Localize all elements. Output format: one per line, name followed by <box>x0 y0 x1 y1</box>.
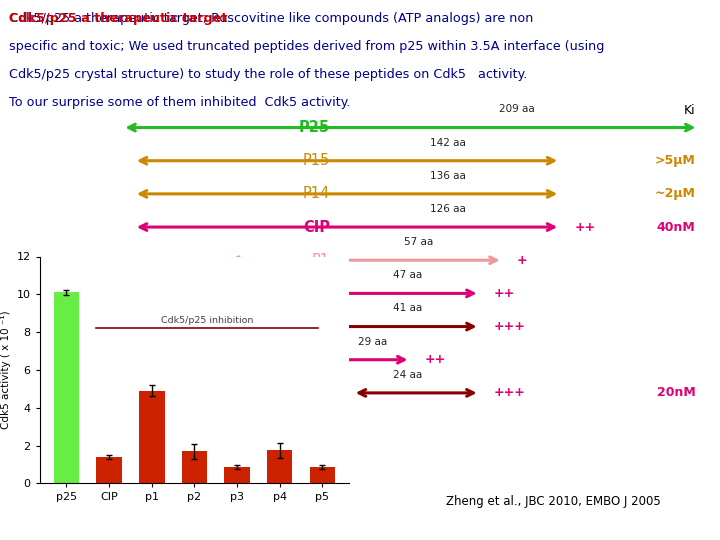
Text: Cdk5/p25 crystal structure) to study the role of these peptides on Cdk5   activi: Cdk5/p25 crystal structure) to study the… <box>9 68 528 81</box>
Text: Cdk5/p25 inhibition: Cdk5/p25 inhibition <box>161 316 253 325</box>
Bar <box>181 451 207 483</box>
Text: P25: P25 <box>299 120 330 135</box>
Text: P4: P4 <box>312 352 330 367</box>
Text: 57 aa: 57 aa <box>405 237 433 247</box>
Text: +++: +++ <box>494 320 526 333</box>
Text: 209 aa: 209 aa <box>499 104 535 114</box>
Y-axis label: Cdk5 activity ( x 10 ⁻¹): Cdk5 activity ( x 10 ⁻¹) <box>1 310 11 429</box>
Text: CIP: CIP <box>303 220 330 234</box>
Text: To our surprise some of them inhibited  Cdk5 activity.: To our surprise some of them inhibited C… <box>9 96 351 109</box>
Text: 40nM: 40nM <box>657 220 696 234</box>
Text: 136 aa: 136 aa <box>430 171 466 181</box>
Bar <box>139 391 165 483</box>
Text: P14: P14 <box>302 186 330 201</box>
Text: ++: ++ <box>425 353 446 366</box>
Bar <box>96 457 122 483</box>
Bar <box>310 467 335 483</box>
Text: 126 aa: 126 aa <box>430 204 466 214</box>
Text: Ki: Ki <box>684 104 696 117</box>
Bar <box>224 467 250 483</box>
Text: specific and toxic; We used truncated peptides derived from p25 within 3.5A inte: specific and toxic; We used truncated pe… <box>9 40 605 53</box>
Text: P2: P2 <box>312 286 330 301</box>
Text: ++: ++ <box>494 287 516 300</box>
Text: ++: ++ <box>575 220 596 234</box>
Bar <box>267 450 292 483</box>
Text: P3: P3 <box>312 319 330 334</box>
Text: P15: P15 <box>302 153 330 168</box>
Text: 142 aa: 142 aa <box>430 138 466 147</box>
Text: Cdk5/p25 a therapeutic target; Roscovitine like compounds (ATP analogs) are non: Cdk5/p25 a therapeutic target; Roscoviti… <box>9 12 534 25</box>
Text: ~2μM: ~2μM <box>654 187 696 200</box>
Text: +++: +++ <box>494 387 526 400</box>
Text: 29 aa: 29 aa <box>359 336 387 347</box>
Text: Cdk5/p25 a therapeutic target: Cdk5/p25 a therapeutic target <box>9 12 228 25</box>
Text: Zheng et al., JBC 2010, EMBO J 2005: Zheng et al., JBC 2010, EMBO J 2005 <box>446 495 661 508</box>
Text: P1: P1 <box>312 253 330 268</box>
Text: 41 aa: 41 aa <box>393 303 422 313</box>
Text: +: + <box>517 254 528 267</box>
Text: >5μM: >5μM <box>654 154 696 167</box>
Text: P5: P5 <box>312 386 330 400</box>
Bar <box>54 293 79 483</box>
Text: 47 aa: 47 aa <box>393 271 422 280</box>
Text: 20nM: 20nM <box>657 387 696 400</box>
Text: 24 aa: 24 aa <box>393 370 422 380</box>
